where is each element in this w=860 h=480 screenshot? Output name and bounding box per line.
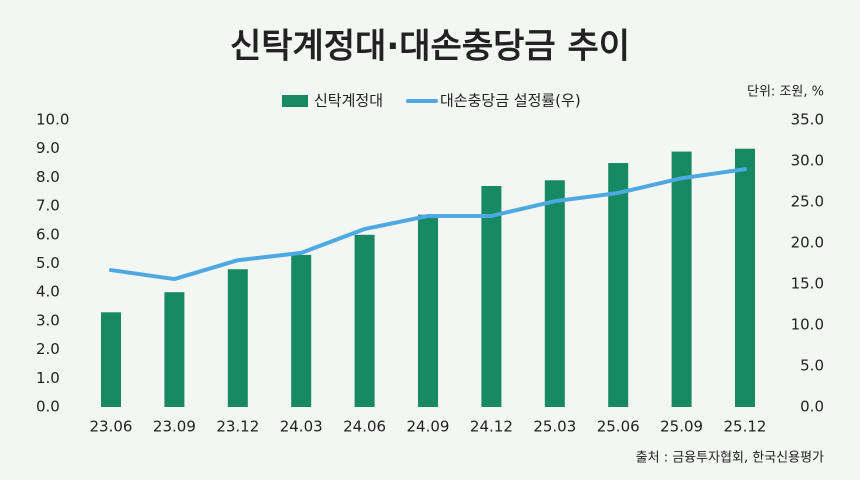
bar [481, 186, 502, 407]
bar [671, 151, 692, 407]
x-tick-label: 23.06 [90, 418, 133, 436]
x-tick-label: 25.03 [533, 418, 576, 436]
legend-label: 신탁계정대 [314, 92, 383, 110]
source-note: 출처 : 금융투자협회, 한국신용평가 [636, 451, 824, 466]
y-tick-label: 0.0 [36, 398, 60, 416]
y-tick-label: 6.0 [36, 225, 60, 243]
bar [354, 234, 375, 407]
y2-tick-label: 15.0 [791, 275, 824, 293]
y2-tick-label: 25.0 [791, 193, 824, 211]
y2-tick-label: 10.0 [791, 316, 824, 334]
legend-label: 대손충당금 설정률(우) [440, 92, 581, 110]
x-tick-label: 25.12 [724, 418, 767, 436]
bar [544, 180, 565, 407]
y2-tick-label: 0.0 [800, 398, 824, 416]
bar [418, 214, 438, 407]
y-tick-label: 7.0 [36, 197, 60, 215]
y-tick-label: 1.0 [36, 369, 60, 387]
bar [608, 163, 629, 407]
y-tick-label: 5.0 [36, 254, 60, 272]
line [109, 167, 747, 282]
legend-swatch [282, 95, 308, 107]
x-tick-label: 24.09 [407, 418, 450, 436]
x-tick-label: 24.12 [470, 418, 513, 436]
y-tick-label: 2.0 [36, 340, 60, 358]
bar [291, 254, 312, 407]
bar [101, 312, 121, 407]
x-tick-label: 24.06 [343, 418, 386, 436]
x-tick-label: 23.12 [216, 418, 259, 436]
bar [164, 292, 185, 407]
unit-note: 단위: 조원, % [747, 85, 824, 100]
y2-tick-label: 20.0 [791, 234, 824, 252]
y-tick-label: 8.0 [36, 168, 60, 186]
y2-tick-label: 30.0 [791, 152, 824, 170]
x-tick-label: 24.03 [280, 418, 323, 436]
y-tick-label: 9.0 [36, 139, 60, 157]
x-tick-label: 23.09 [153, 418, 196, 436]
bar [735, 148, 755, 407]
chart-title: 신탁계정대·대손충당금 추이 [230, 27, 630, 67]
x-tick-label: 25.06 [597, 418, 640, 436]
y2-tick-label: 35.0 [791, 111, 824, 129]
y-tick-label: 3.0 [36, 311, 60, 329]
y-tick-label: 10.0 [36, 111, 69, 129]
y2-tick-label: 5.0 [800, 357, 824, 375]
bar [227, 269, 248, 407]
y-tick-label: 4.0 [36, 283, 60, 301]
x-tick-label: 25.09 [660, 418, 703, 436]
